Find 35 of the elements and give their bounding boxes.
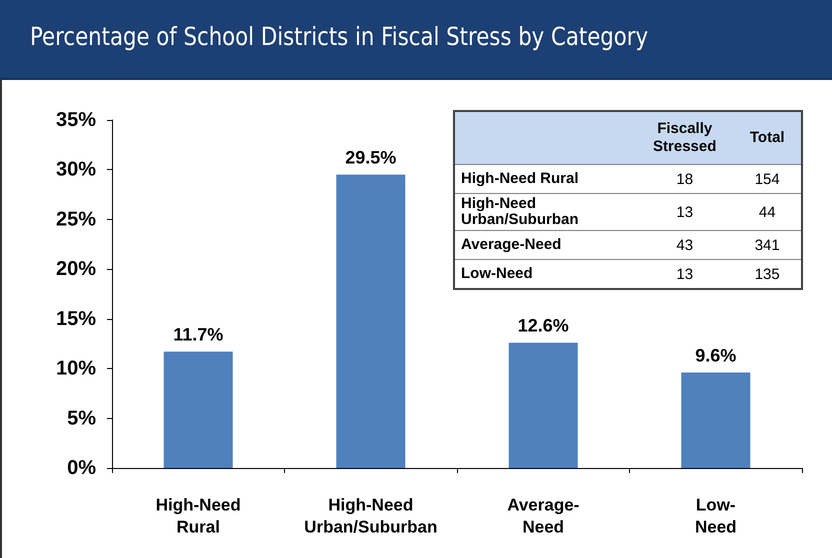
data-label: 29.5% — [345, 148, 396, 168]
series-label: Fiscally Stressed — [636, 111, 734, 164]
x-tick-label: Average-Need — [507, 496, 580, 536]
y-tick-label: 10% — [56, 358, 96, 380]
data-label: 154 — [733, 164, 802, 194]
data-label: 341 — [733, 230, 802, 260]
data-label: 44 — [733, 194, 802, 230]
y-tick-label: 30% — [56, 158, 96, 181]
data-label: 135 — [733, 260, 802, 289]
category-label: High-Need Rural — [454, 164, 636, 194]
x-tick-label: High-Need Urban/Suburban — [304, 496, 438, 536]
category-label: Low-Need — [454, 260, 636, 289]
y-tick-label: 5% — [67, 407, 96, 430]
data-label: 13 — [636, 260, 734, 289]
text: Total — [733, 111, 802, 164]
bar — [336, 174, 406, 468]
bar — [164, 352, 233, 468]
chart-title: Percentage of School Districts in Fiscal Stress by Category — [30, 22, 648, 51]
data-label: 12.6% — [518, 316, 569, 336]
data-label: 18 — [636, 164, 734, 194]
category-label: Average-Need — [454, 230, 636, 260]
x-tick-label: High-Need Rural — [156, 496, 241, 536]
data-label: 13 — [636, 194, 734, 230]
data-label: 43 — [636, 230, 734, 260]
y-tick-label: 20% — [56, 258, 96, 280]
y-tick-label: 0% — [67, 457, 96, 479]
x-tick-label: Low-Need — [694, 496, 737, 536]
category-label: High-Need Urban/Suburban — [454, 194, 636, 230]
bar — [508, 342, 578, 468]
data-label: 9.6% — [695, 346, 736, 366]
y-tick-label: 25% — [56, 208, 96, 230]
y-tick-label: 15% — [56, 308, 96, 330]
bar — [681, 372, 750, 468]
data-label: 11.7% — [173, 324, 224, 345]
y-tick-label: 35% — [56, 109, 96, 131]
